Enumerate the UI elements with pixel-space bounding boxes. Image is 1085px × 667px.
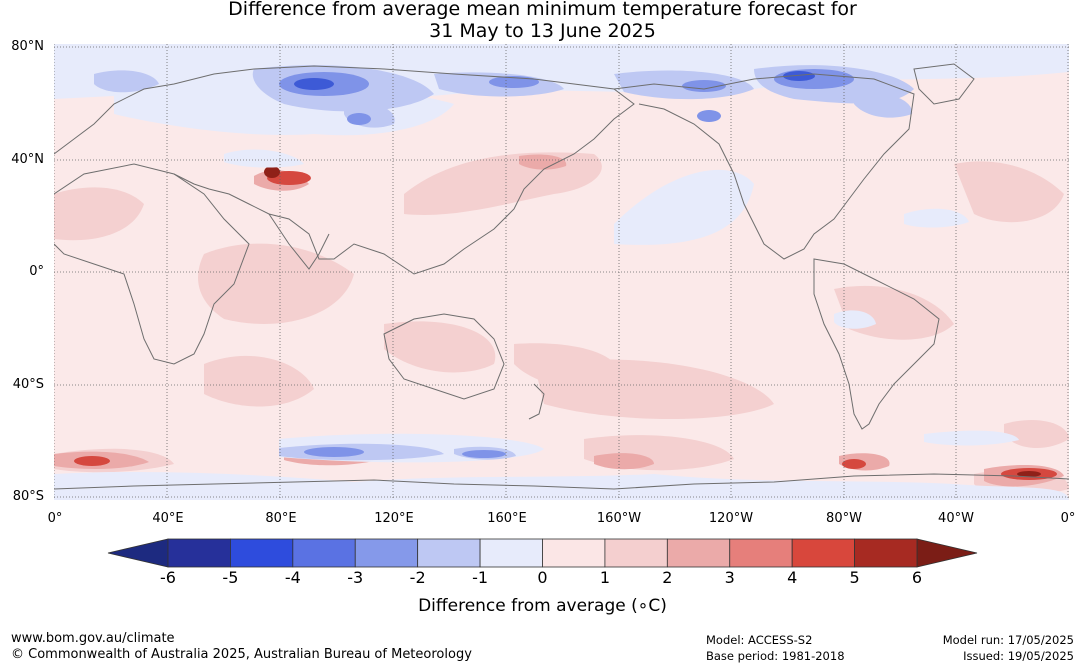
- colorbar-cell: [292, 538, 356, 568]
- cool-anomaly-deep: [294, 71, 815, 90]
- title-line-1: Difference from average mean minimum tem…: [228, 0, 857, 20]
- colorbar-tick: 0: [537, 568, 548, 587]
- colorbar-cell: [542, 538, 606, 568]
- colorbar-tick: 1: [599, 568, 610, 587]
- colorbar-tick: -1: [472, 568, 489, 587]
- colorbar-cells: [167, 538, 918, 568]
- colorbar-cell: [354, 538, 419, 568]
- warm-anomaly-strong-sw: [74, 456, 110, 466]
- footer-issued: Issued: 19/05/2025: [963, 649, 1074, 663]
- colorbar-tick: -4: [284, 568, 301, 587]
- colorbar-tick: 3: [724, 568, 735, 587]
- lon-label-80e: 80°E: [265, 511, 297, 526]
- colorbar-cell: [729, 538, 793, 568]
- lon-label-160e: 160°E: [487, 511, 527, 526]
- warm-anomaly-extreme: [264, 166, 280, 178]
- lon-label-160w: 160°W: [596, 511, 642, 526]
- colorbar-cell: [230, 538, 294, 568]
- coastlines: [54, 63, 1069, 490]
- colorbar-cell: [666, 538, 731, 568]
- lon-label-80w: 80°W: [826, 511, 862, 526]
- lon-label-40w: 40°W: [938, 511, 974, 526]
- title-line-2: 31 May to 13 June 2025: [429, 20, 656, 42]
- lon-label-40e: 40°E: [152, 511, 184, 526]
- map-title: Difference from average mean minimum tem…: [0, 0, 1085, 42]
- lon-label-120w: 120°W: [708, 511, 754, 526]
- colorbar-extend-low: [107, 538, 169, 568]
- colorbar-tick: -5: [222, 568, 239, 587]
- anomaly-map: [54, 44, 1069, 500]
- lon-label-120e: 120°E: [374, 511, 414, 526]
- colorbar-extend-high: [916, 538, 978, 568]
- lat-label-40s: 40°S: [12, 377, 44, 392]
- colorbar-tick: 4: [787, 568, 798, 587]
- footer-model-run: Model run: 17/05/2025: [942, 633, 1074, 647]
- lat-label-80s: 80°S: [12, 489, 44, 504]
- colorbar-tick: 2: [662, 568, 673, 587]
- lat-label-eq: 0°: [29, 264, 44, 279]
- footer-model: Model: ACCESS-S2: [706, 633, 813, 647]
- warm-anomaly-extreme-se: [1017, 471, 1041, 477]
- footer-url: www.bom.gov.au/climate: [11, 631, 175, 646]
- colorbar-tick: -2: [409, 568, 426, 587]
- colorbar-tick: 6: [911, 568, 923, 587]
- lon-label-0: 0°: [47, 511, 63, 526]
- lat-label-80n: 80°N: [11, 39, 44, 54]
- colorbar-cell: [479, 538, 543, 568]
- footer-copyright: © Commonwealth of Australia 2025, Austra…: [11, 647, 472, 662]
- colorbar-tick: 5: [849, 568, 860, 587]
- footer-base-period: Base period: 1981-2018: [706, 649, 845, 663]
- gridlines: [54, 44, 1069, 500]
- colorbar-cell: [417, 538, 481, 568]
- warm-anomaly-strong-sa: [842, 459, 866, 469]
- colorbar-cell: [854, 538, 918, 568]
- colorbar-tick: -3: [347, 568, 364, 587]
- colorbar-label: Difference from average (∘C): [418, 596, 667, 616]
- colorbar-tick: -6: [160, 568, 176, 587]
- colorbar-cell: [604, 538, 668, 568]
- lon-label-0-end: 0°: [1060, 511, 1076, 526]
- colorbar: [107, 538, 978, 568]
- colorbar-cell: [167, 538, 231, 568]
- lat-label-40n: 40°N: [11, 152, 44, 167]
- colorbar-cell: [791, 538, 855, 568]
